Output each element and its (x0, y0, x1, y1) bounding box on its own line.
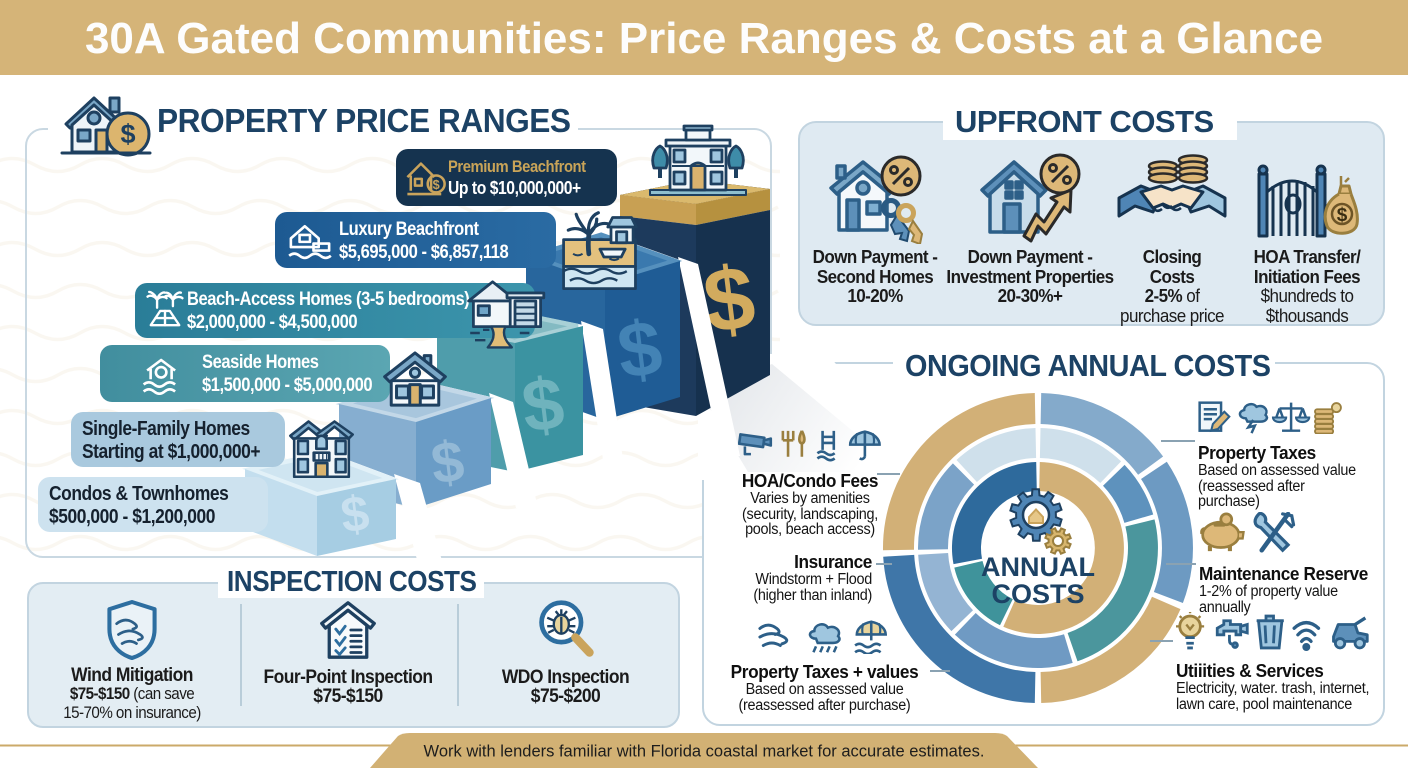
svg-text:COSTS: COSTS (991, 579, 1084, 609)
svg-text:$: $ (1337, 205, 1348, 226)
svg-text:ANNUAL: ANNUAL (981, 552, 1095, 582)
svg-text:$: $ (517, 361, 568, 448)
svg-text:Work with lenders familiar wit: Work with lenders familiar with Florida … (424, 743, 985, 761)
svg-text:$: $ (613, 303, 667, 396)
svg-text:$: $ (428, 428, 468, 496)
svg-text:$: $ (433, 178, 440, 192)
svg-text:$: $ (120, 119, 135, 149)
